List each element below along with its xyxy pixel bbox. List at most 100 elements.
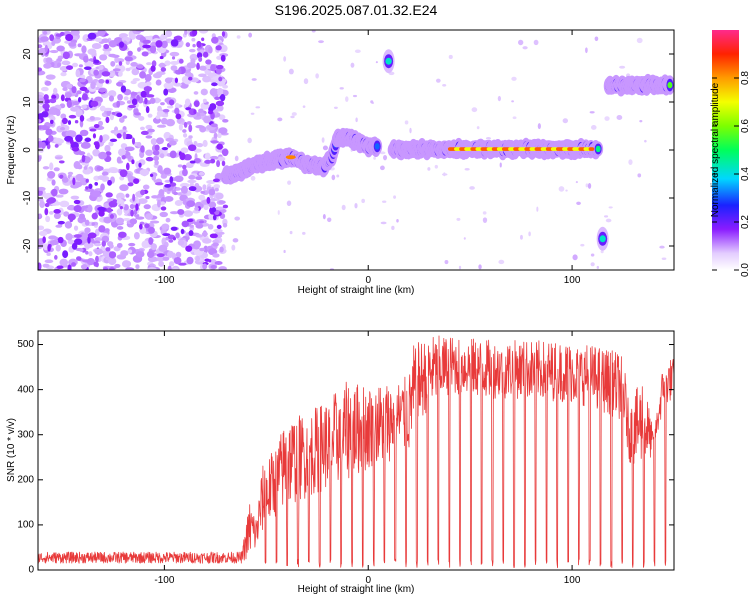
noise-blob <box>38 186 46 191</box>
noise-blob <box>40 124 50 131</box>
noise-blob <box>97 30 106 37</box>
noise-blob <box>74 238 83 245</box>
spectrogram-y-label: Frequency (Hz) <box>6 116 17 185</box>
noise-speck <box>147 267 157 270</box>
noise-blob <box>148 226 155 234</box>
noise-speck <box>476 126 480 130</box>
colorbar-scale <box>712 30 739 270</box>
noise-blob <box>92 190 101 198</box>
noise-speck <box>189 224 194 228</box>
noise-blob <box>57 220 65 225</box>
noise-speck <box>200 88 208 96</box>
noise-speck <box>537 123 541 130</box>
noise-blob <box>49 34 55 42</box>
noise-blob <box>56 265 64 270</box>
noise-speck <box>565 189 568 192</box>
noise-blob <box>188 76 193 81</box>
noise-speck <box>576 201 581 206</box>
noise-blob <box>93 261 99 267</box>
noise-blob <box>105 192 113 198</box>
noise-blob <box>202 263 208 270</box>
noise-speck <box>120 143 128 149</box>
noise-blob <box>103 43 110 50</box>
noise-speck <box>605 218 612 223</box>
noise-speck <box>639 119 643 123</box>
noise-blob <box>121 155 126 160</box>
noise-speck <box>209 155 219 160</box>
noise-speck <box>104 144 111 153</box>
noise-speck <box>160 33 168 40</box>
noise-blob <box>177 164 183 168</box>
noise-blob <box>105 116 110 124</box>
noise-speck <box>127 249 133 254</box>
noise-speck <box>355 117 358 123</box>
noise-speck <box>42 31 48 35</box>
noise-speck <box>511 76 517 81</box>
noise-speck <box>186 62 197 69</box>
noise-speck <box>109 113 115 121</box>
noise-blob <box>175 232 180 239</box>
noise-speck <box>144 73 152 82</box>
noise-blob <box>124 56 133 62</box>
noise-speck <box>162 256 170 261</box>
noise-speck <box>212 242 219 247</box>
noise-speck <box>147 128 155 133</box>
snr-y-ticks: 0 100 200 300 400 500 <box>17 339 674 576</box>
noise-blob <box>211 207 217 213</box>
noise-speck <box>404 120 409 125</box>
noise-blob <box>145 156 154 162</box>
noise-blob <box>188 124 193 133</box>
noise-blob <box>215 64 224 70</box>
noise-speck <box>218 266 227 270</box>
noise-speck <box>117 93 123 101</box>
noise-speck <box>103 203 110 209</box>
noise-speck <box>193 240 202 249</box>
noise-speck <box>89 115 95 121</box>
noise-speck <box>208 248 218 256</box>
noise-speck <box>482 211 487 215</box>
noise-speck <box>512 116 517 120</box>
noise-blob <box>209 103 217 111</box>
noise-blob <box>73 199 81 205</box>
noise-speck <box>255 106 261 109</box>
noise-speck <box>311 30 316 33</box>
noise-speck <box>558 186 565 192</box>
noise-blob <box>168 140 177 146</box>
noise-blob <box>145 106 150 114</box>
noise-speck <box>97 101 102 107</box>
noise-speck <box>43 62 52 69</box>
noise-blob <box>116 133 122 139</box>
noise-speck <box>42 263 50 268</box>
noise-blob <box>119 169 128 178</box>
noise-speck <box>435 78 441 83</box>
noise-blob <box>186 200 196 208</box>
noise-blob <box>168 99 175 106</box>
noise-blob <box>56 45 65 52</box>
noise-blob <box>125 162 130 171</box>
noise-blob <box>53 167 60 172</box>
noise-speck <box>174 200 183 207</box>
noise-blob <box>109 267 115 270</box>
noise-blob <box>146 88 150 96</box>
noise-speck <box>146 62 152 66</box>
noise-speck <box>251 78 257 81</box>
noise-speck <box>60 71 67 77</box>
noise-speck <box>58 207 64 216</box>
noise-speck <box>383 154 388 161</box>
noise-blob <box>188 230 194 236</box>
noise-speck <box>62 87 68 92</box>
noise-speck <box>195 234 203 238</box>
noise-blob <box>214 96 221 101</box>
noise-blob <box>169 176 174 184</box>
noise-speck <box>339 87 344 90</box>
noise-speck <box>44 80 52 86</box>
noise-speck <box>315 73 319 79</box>
noise-blob <box>65 33 74 42</box>
noise-blob <box>211 82 218 87</box>
noise-speck <box>151 195 159 199</box>
noise-speck <box>149 263 155 267</box>
noise-speck <box>289 230 293 235</box>
noise-speck <box>112 68 121 72</box>
noise-blob <box>172 236 177 241</box>
noise-speck <box>604 215 609 218</box>
